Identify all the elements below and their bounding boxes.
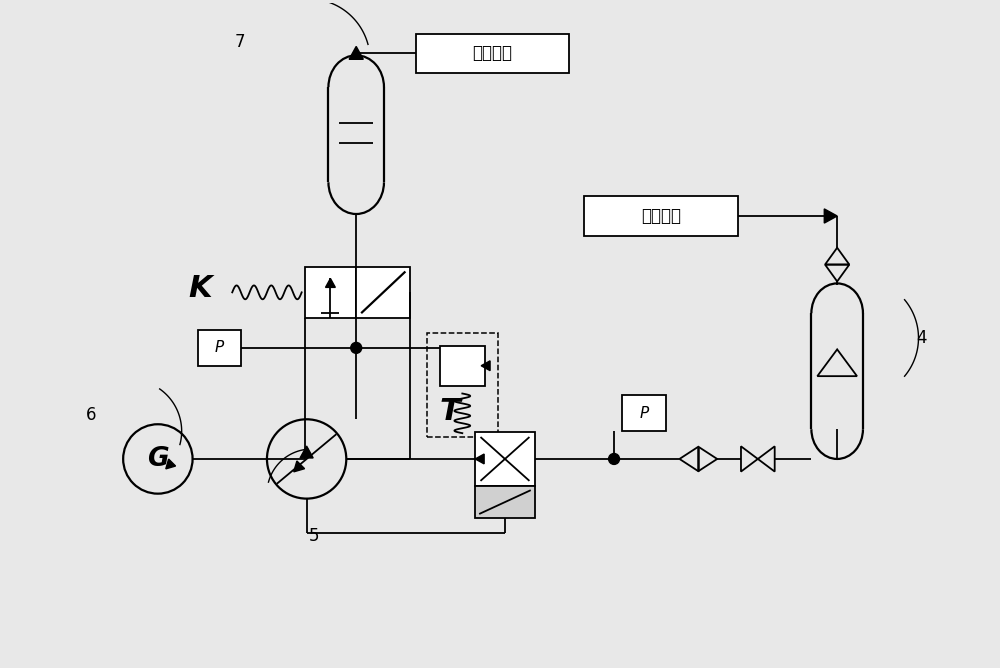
Circle shape: [609, 454, 619, 464]
Polygon shape: [349, 46, 363, 59]
Text: 5: 5: [308, 527, 319, 545]
Text: P: P: [215, 341, 224, 355]
Polygon shape: [824, 209, 837, 223]
Text: 4: 4: [916, 329, 927, 347]
Bar: [427, 333, 498, 437]
Bar: [356, 267, 410, 318]
Polygon shape: [294, 461, 305, 472]
Bar: [198, 330, 241, 366]
Bar: [416, 33, 569, 73]
Circle shape: [351, 343, 362, 353]
Bar: [440, 346, 485, 385]
Text: K: K: [189, 274, 212, 303]
Polygon shape: [481, 361, 490, 371]
Polygon shape: [300, 446, 313, 458]
Text: 7: 7: [235, 33, 245, 51]
Polygon shape: [166, 459, 176, 469]
Text: 高压油路: 高压油路: [641, 207, 681, 225]
Polygon shape: [475, 454, 484, 464]
Bar: [475, 432, 535, 486]
Bar: [475, 486, 535, 518]
Bar: [622, 395, 666, 431]
Text: G: G: [147, 446, 169, 472]
Text: 6: 6: [86, 406, 97, 424]
Text: P: P: [639, 406, 648, 421]
Text: T: T: [440, 397, 461, 426]
Polygon shape: [326, 279, 335, 287]
Text: 低压油路: 低压油路: [473, 44, 513, 62]
Bar: [305, 267, 356, 318]
Bar: [584, 196, 738, 236]
